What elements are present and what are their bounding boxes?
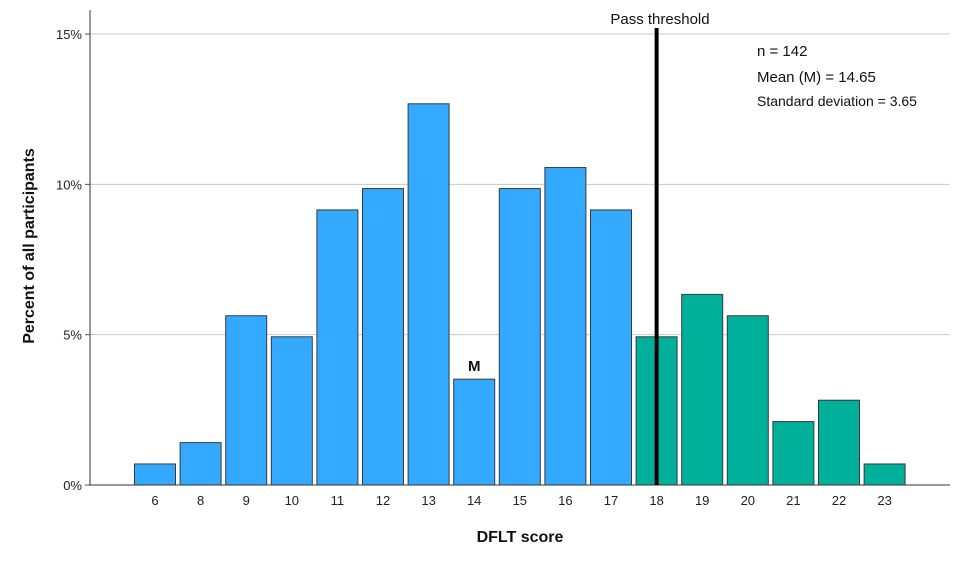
bar-23: [863, 463, 906, 486]
x-tick-label: 14: [467, 493, 481, 508]
x-tick-label: 23: [877, 493, 891, 508]
bar-10: [270, 336, 313, 486]
bar-8: [179, 442, 222, 486]
x-tick-label: 17: [604, 493, 618, 508]
y-axis-title: Percent of all participants: [21, 148, 38, 344]
bar-14: [453, 378, 496, 486]
x-tick-label: 15: [513, 493, 527, 508]
x-tick-label: 11: [331, 493, 345, 508]
x-tick-label: 16: [558, 493, 572, 508]
bar-6: [134, 463, 176, 486]
x-tick-label: 12: [376, 493, 390, 508]
bar-22: [818, 399, 860, 486]
axes-layer: [85, 10, 950, 486]
bar-12: [362, 188, 404, 486]
stat-n: n = 142: [757, 43, 807, 60]
stat-sd: Standard deviation = 3.65: [757, 93, 917, 109]
bar-16: [544, 167, 587, 486]
bar-19: [681, 293, 724, 486]
x-tick-label: 21: [786, 493, 800, 508]
x-tick-label: 22: [832, 493, 846, 508]
y-tick-label: 5%: [63, 328, 82, 343]
bar-11: [316, 209, 359, 486]
x-tick-label: 20: [741, 493, 755, 508]
bars-layer: [134, 103, 906, 486]
stat-mean: Mean (M) = 14.65: [757, 69, 876, 86]
mean-marker-label: M: [468, 358, 481, 375]
x-tick-label: 13: [421, 493, 435, 508]
y-tick-label: 15%: [56, 27, 82, 42]
labels-layer: 0% 5% 10% 15% 6 8 9 10 11 12 13 14 15 16 17 18 19 20 21 22 2…: [56, 27, 892, 508]
y-tick-label: 10%: [56, 177, 82, 192]
x-tick-label: 19: [695, 493, 709, 508]
x-tick-label: 18: [649, 493, 663, 508]
bar-17: [590, 209, 632, 486]
x-axis-title: DFLT score: [477, 529, 564, 546]
x-tick-label: 10: [285, 493, 299, 508]
bar-21: [772, 421, 815, 486]
threshold-label: Pass threshold: [610, 11, 709, 28]
x-tick-label: 8: [197, 493, 204, 508]
x-tick-label: 9: [243, 493, 250, 508]
bar-20: [726, 315, 769, 486]
bar-15: [498, 188, 541, 486]
x-tick-label: 6: [151, 493, 158, 508]
bar-13: [407, 103, 450, 486]
bar-9: [225, 315, 268, 486]
y-tick-label: 0%: [63, 478, 82, 493]
